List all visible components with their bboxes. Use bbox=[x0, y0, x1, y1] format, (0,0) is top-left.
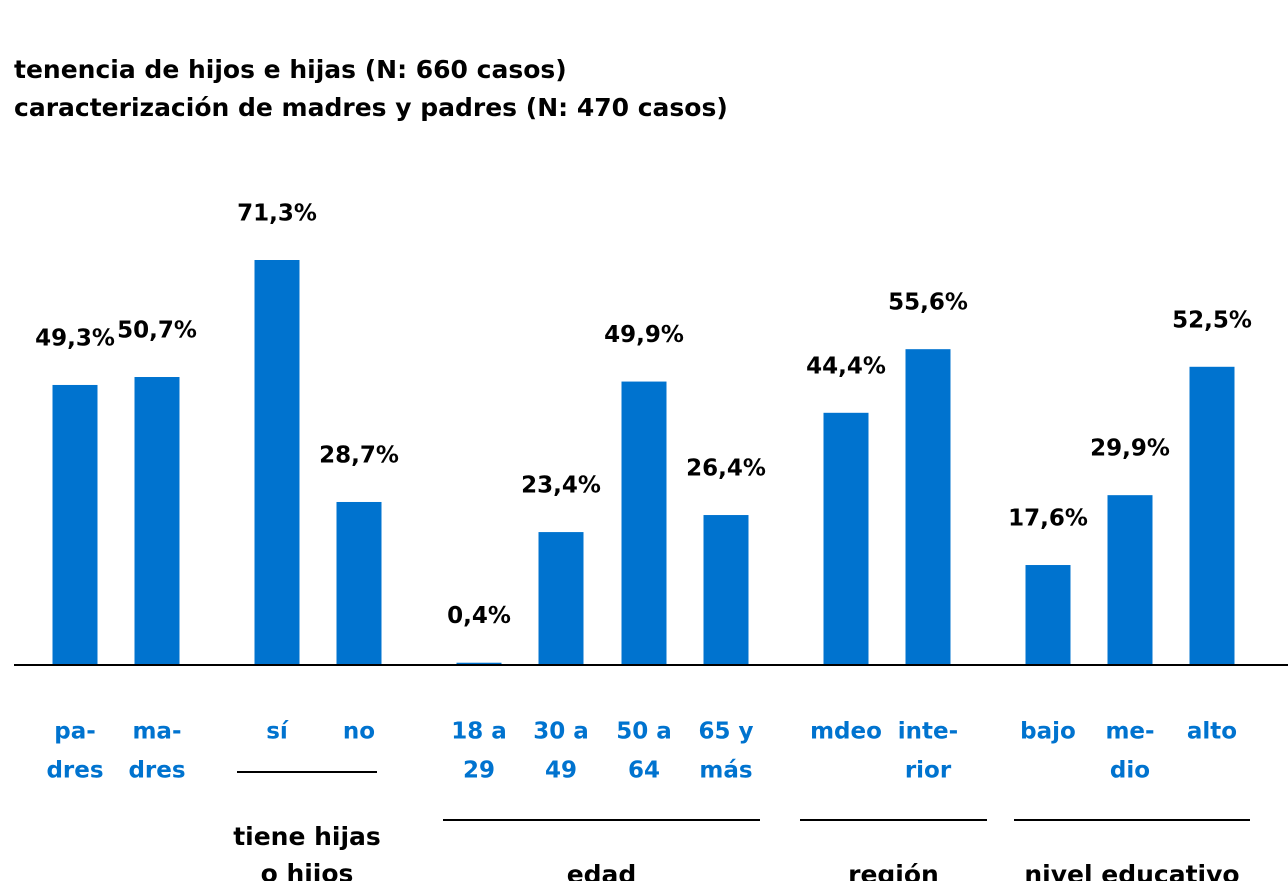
value-label: 50,7% bbox=[117, 318, 197, 344]
value-label: 71,3% bbox=[237, 201, 317, 227]
group-label: tiene hijas bbox=[233, 822, 381, 851]
value-label: 49,9% bbox=[604, 322, 684, 348]
bar bbox=[1107, 495, 1153, 665]
chart-title: tenencia de hijos e hijas (N: 660 casos) bbox=[14, 55, 567, 84]
bar bbox=[254, 260, 300, 665]
x-tick-label: sí bbox=[266, 719, 289, 745]
bar bbox=[905, 349, 951, 665]
x-tick-label: 18 a bbox=[451, 719, 507, 745]
x-tick-label: no bbox=[343, 719, 375, 745]
x-tick-label: 65 y bbox=[698, 719, 753, 745]
bar bbox=[823, 412, 869, 665]
value-label: 26,4% bbox=[686, 456, 766, 482]
value-label: 29,9% bbox=[1090, 436, 1170, 462]
x-tick-label: alto bbox=[1187, 719, 1237, 745]
x-tick-label: mdeo bbox=[810, 719, 882, 745]
bar bbox=[1025, 565, 1071, 665]
value-label: 44,4% bbox=[806, 353, 886, 379]
group-label: edad bbox=[567, 860, 637, 881]
x-tick-label: bajo bbox=[1020, 719, 1076, 745]
group-label: o hijos bbox=[261, 859, 354, 881]
x-tick-label: inte- bbox=[898, 719, 958, 745]
bar bbox=[621, 381, 667, 665]
x-tick-label: 30 a bbox=[533, 719, 589, 745]
x-tick-label: rior bbox=[905, 758, 952, 784]
x-tick-label: dio bbox=[1110, 758, 1150, 784]
bar bbox=[336, 501, 382, 665]
x-tick-label: dres bbox=[128, 758, 185, 784]
group-label: nivel educativo bbox=[1024, 860, 1239, 881]
value-label: 49,3% bbox=[35, 325, 115, 351]
x-tick-label: 50 a bbox=[616, 719, 672, 745]
value-label: 55,6% bbox=[888, 290, 968, 316]
value-label: 23,4% bbox=[521, 473, 601, 499]
chart-title: caracterización de madres y padres (N: 4… bbox=[14, 93, 728, 122]
x-tick-label: pa- bbox=[54, 719, 96, 745]
x-tick-label: me- bbox=[1105, 719, 1154, 745]
x-tick-label: 49 bbox=[545, 758, 577, 784]
bar bbox=[703, 515, 749, 665]
value-label: 17,6% bbox=[1008, 506, 1088, 532]
bar bbox=[52, 384, 98, 665]
bar bbox=[134, 377, 180, 665]
x-tick-label: 64 bbox=[628, 758, 660, 784]
x-tick-label: más bbox=[699, 758, 752, 784]
value-label: 28,7% bbox=[319, 442, 399, 468]
x-tick-label: 29 bbox=[463, 758, 495, 784]
value-label: 52,5% bbox=[1172, 307, 1252, 333]
group-label: región bbox=[848, 860, 939, 881]
bar bbox=[538, 532, 584, 665]
bar bbox=[1189, 366, 1235, 665]
x-tick-label: dres bbox=[46, 758, 103, 784]
bar bbox=[456, 662, 502, 665]
x-tick-label: ma- bbox=[132, 719, 181, 745]
value-label: 0,4% bbox=[447, 603, 511, 629]
